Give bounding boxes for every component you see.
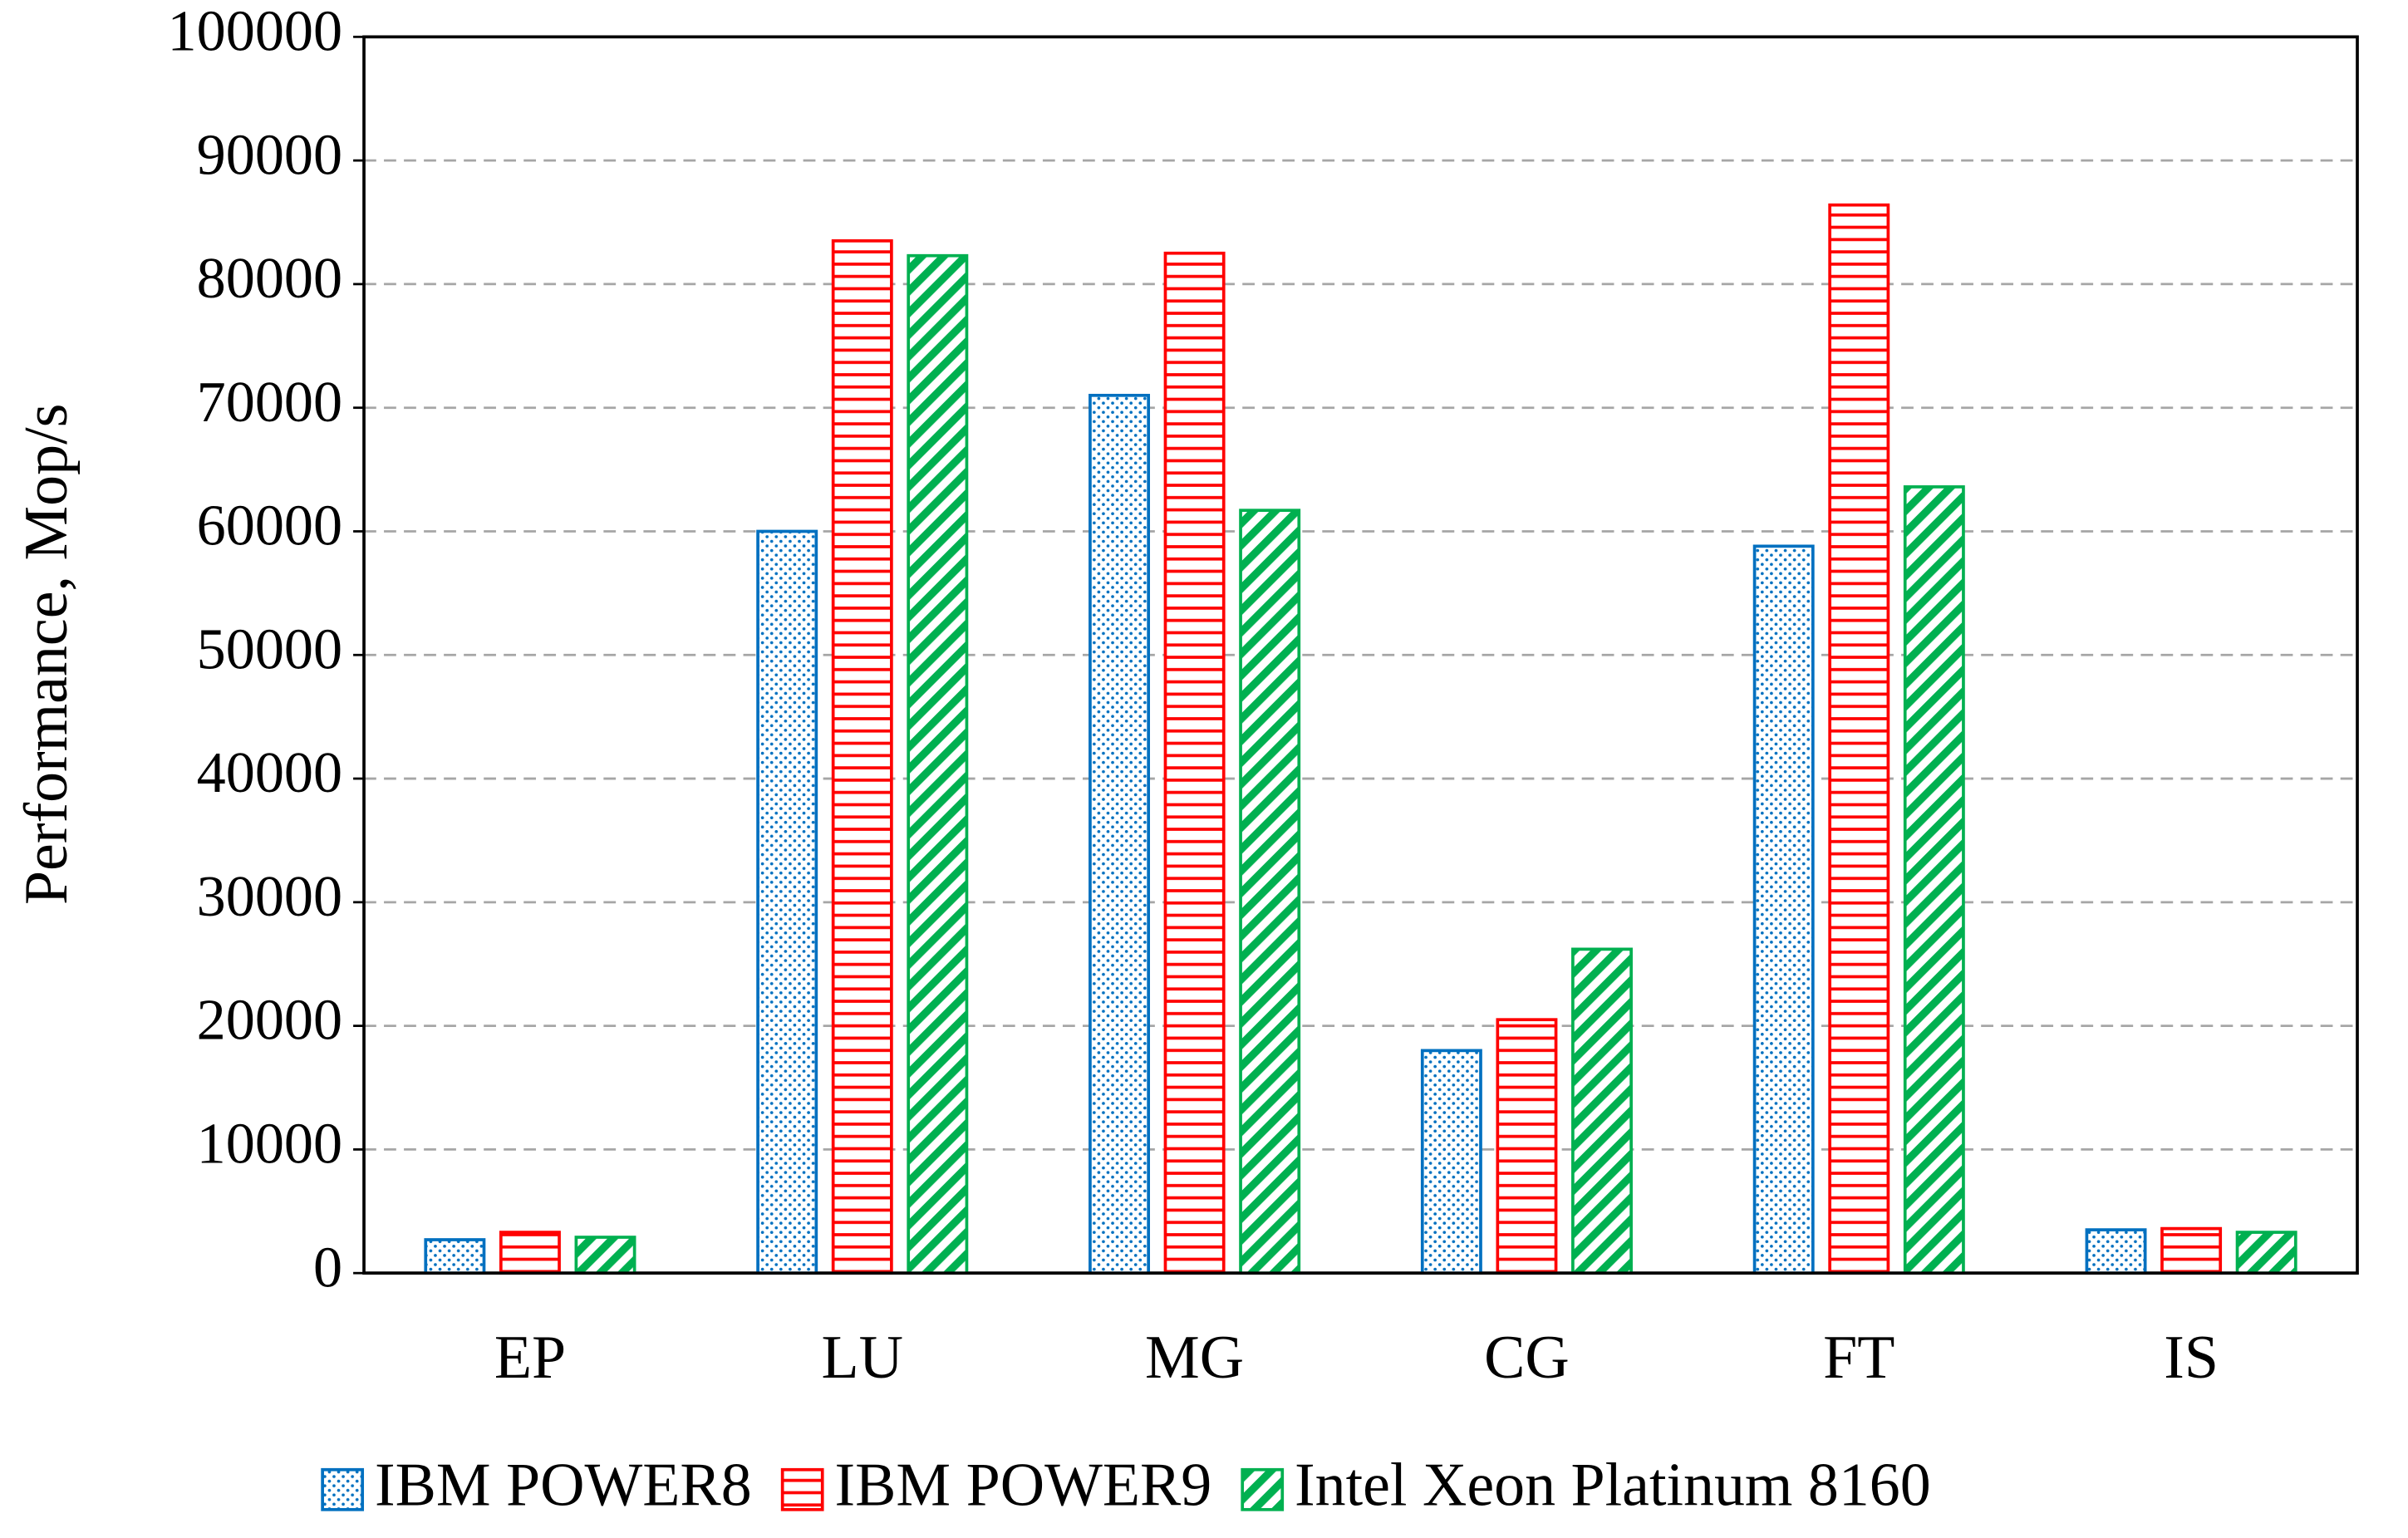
bar: [1239, 509, 1301, 1275]
x-tick-label: FT: [1823, 1323, 1894, 1391]
bar: [907, 253, 969, 1275]
y-tick-label: 80000: [197, 246, 343, 311]
bar: [2160, 1226, 2223, 1275]
bar: [756, 529, 818, 1275]
y-tick-label: 60000: [197, 494, 343, 558]
bar: [1496, 1018, 1558, 1275]
y-tick-label: 30000: [197, 864, 343, 929]
legend-label: Intel Xeon Platinum 8160: [1295, 1451, 1931, 1519]
y-tick-label: 40000: [197, 740, 343, 805]
bar: [424, 1238, 486, 1275]
bar: [1089, 393, 1151, 1275]
bar: [831, 239, 893, 1275]
x-tick-label: EP: [494, 1323, 566, 1391]
y-tick-label: 20000: [197, 988, 343, 1053]
plot-frame: [362, 35, 2359, 1275]
bar: [1163, 251, 1226, 1275]
bar: [2085, 1228, 2147, 1275]
y-tick-label: 70000: [197, 370, 343, 435]
y-tick-label: 90000: [197, 122, 343, 187]
bar: [1752, 544, 1815, 1275]
legend-swatch: [780, 1467, 824, 1511]
y-tick-label: 0: [313, 1235, 342, 1300]
bar: [1828, 203, 1890, 1275]
bar: [499, 1231, 561, 1275]
bar: [1420, 1049, 1482, 1275]
legend-label: IBM POWER9: [835, 1451, 1212, 1519]
x-tick-label: IS: [2164, 1323, 2219, 1391]
bar: [1571, 947, 1633, 1275]
y-tick-label: 100000: [167, 0, 342, 63]
bar: [2235, 1231, 2297, 1275]
y-tick-label: 50000: [197, 617, 343, 681]
y-axis-title: Performance, Mop/s: [12, 404, 80, 905]
bar: [1903, 485, 1965, 1275]
legend-swatch: [321, 1467, 365, 1511]
bar: [574, 1236, 636, 1275]
x-tick-label: MG: [1145, 1323, 1244, 1391]
x-tick-label: LU: [822, 1323, 904, 1391]
legend-swatch: [1241, 1467, 1285, 1511]
y-tick-label: 10000: [197, 1112, 343, 1177]
x-tick-label: CG: [1484, 1323, 1570, 1391]
legend-label: IBM POWER8: [375, 1451, 752, 1519]
